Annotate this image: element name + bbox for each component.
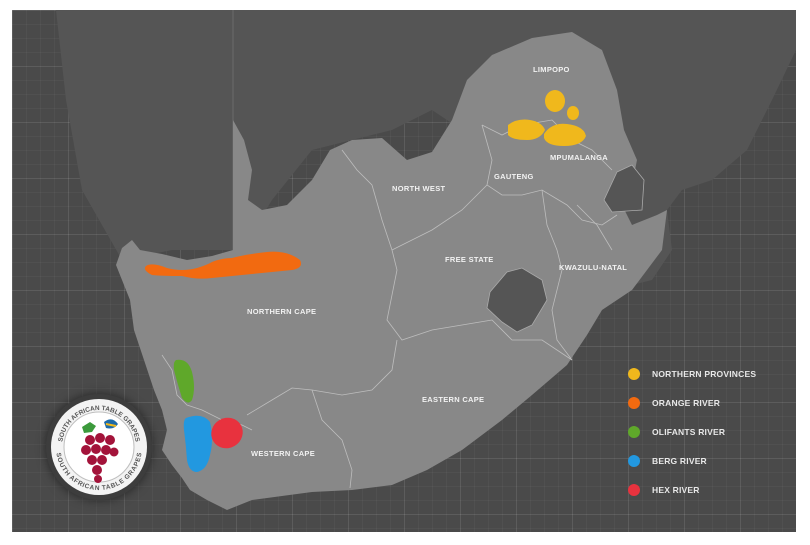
legend-label: BERG RIVER (652, 456, 707, 466)
legend-dot-blue (628, 455, 640, 467)
legend-label: ORANGE RIVER (652, 398, 721, 408)
province-label-mpumalanga: MPUMALANGA (550, 153, 608, 162)
south-africa-map: LIMPOPO MPUMALANGA GAUTENG NORTH WEST FR… (56, 10, 796, 510)
province-label-northern-cape: NORTHERN CAPE (247, 307, 316, 316)
province-label-gauteng: GAUTENG (494, 172, 534, 181)
map-frame: LIMPOPO MPUMALANGA GAUTENG NORTH WEST FR… (12, 10, 796, 532)
legend-item-olifants-river: OLIFANTS RIVER (628, 424, 725, 440)
legend-item-berg-river: BERG RIVER (628, 453, 707, 469)
logo-badge: SOUTH AFRICAN TABLE GRAPES SOUTH AFRICAN… (46, 394, 152, 500)
legend-dot-orange (628, 397, 640, 409)
south-africa-land (116, 32, 667, 510)
region-olifants-river (173, 359, 194, 403)
eswatini (603, 164, 645, 213)
province-label-western-cape: WESTERN CAPE (251, 449, 315, 458)
legend-item-northern-provinces: NORTHERN PROVINCES (628, 366, 756, 382)
grape-logo-icon: SOUTH AFRICAN TABLE GRAPES SOUTH AFRICAN… (51, 399, 147, 495)
region-hex-river (211, 417, 243, 449)
region-northern-provinces (508, 119, 545, 140)
legend-dot-yellow (628, 368, 640, 380)
region-northern-provinces (544, 123, 586, 146)
province-label-limpopo: LIMPOPO (533, 65, 570, 74)
regions (144, 90, 586, 472)
legend-dot-red (628, 484, 640, 496)
legend-label: NORTHERN PROVINCES (652, 369, 757, 379)
legend-dot-green (628, 426, 640, 438)
region-orange-river (144, 251, 301, 279)
province-label-north-west: NORTH WEST (392, 184, 446, 193)
region-northern-provinces (567, 106, 579, 120)
legend-item-orange-river: ORANGE RIVER (628, 395, 720, 411)
province-label-kwazulu-natal: KWAZULU-NATAL (559, 263, 627, 272)
legend-label: HEX RIVER (652, 485, 700, 495)
province-label-free-state: FREE STATE (445, 255, 494, 264)
legend-label: OLIFANTS RIVER (652, 427, 726, 437)
region-northern-provinces (545, 90, 565, 112)
region-berg-river (183, 415, 212, 472)
province-label-eastern-cape: EASTERN CAPE (422, 395, 484, 404)
legend-item-hex-river: HEX RIVER (628, 482, 700, 498)
lesotho (486, 267, 548, 333)
